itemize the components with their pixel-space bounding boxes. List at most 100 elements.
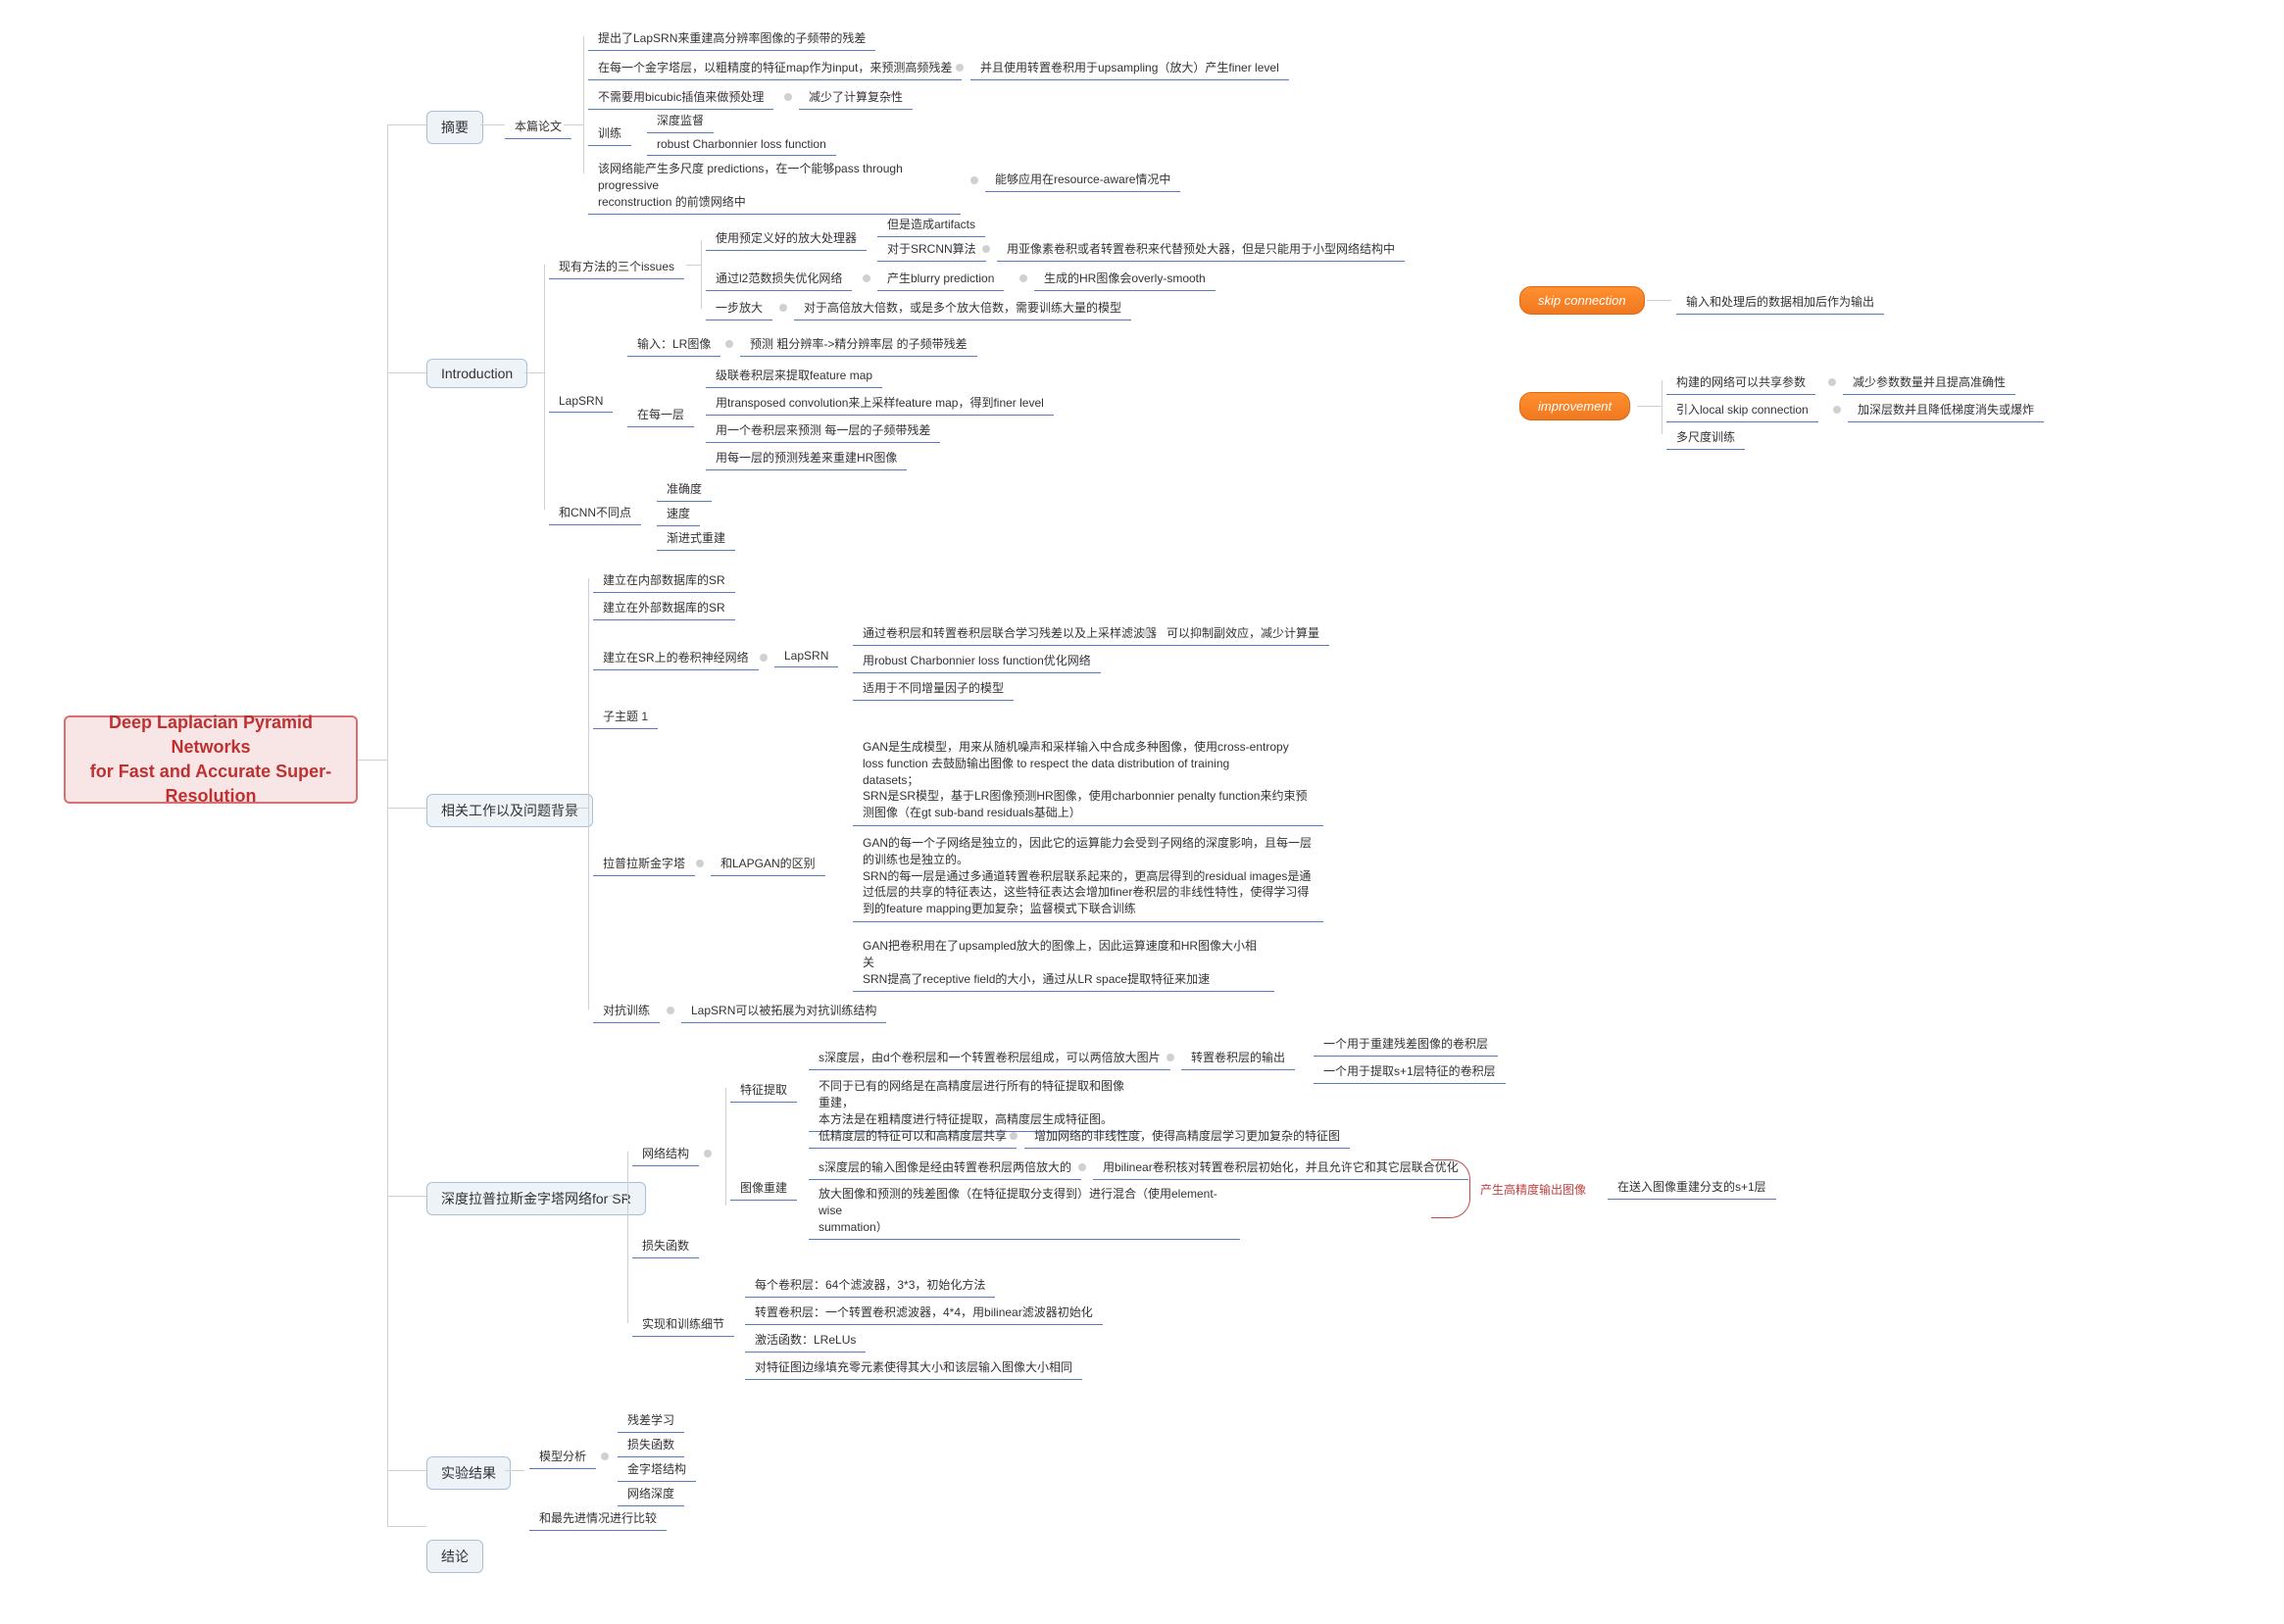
leaf[interactable]: LapSRN可以被拓展为对抗训练结构 bbox=[681, 1000, 886, 1023]
leaf[interactable]: 激活函数：LReLUs bbox=[745, 1329, 866, 1353]
leaf[interactable]: LapSRN bbox=[774, 647, 838, 667]
leaf[interactable]: 低精度层的特征可以和高精度层共享 bbox=[809, 1125, 1017, 1149]
leaf[interactable]: 减少了计算复杂性 bbox=[799, 86, 913, 110]
leaf[interactable]: 模型分析 bbox=[529, 1446, 596, 1469]
leaf[interactable]: 并且使用转置卷积用于upsampling（放大）产生finer level bbox=[970, 57, 1289, 80]
leaf[interactable]: GAN把卷积用在了upsampled放大的图像上，因此运算速度和HR图像大小相关… bbox=[853, 936, 1274, 992]
leaf[interactable]: 转置卷积层的输出 bbox=[1181, 1047, 1295, 1070]
t: LapSRN bbox=[784, 649, 828, 663]
leaf[interactable]: 可以抑制副效应，减少计算量 bbox=[1157, 622, 1329, 646]
leaf[interactable]: 多尺度训练 bbox=[1666, 426, 1745, 450]
label: 结论 bbox=[441, 1547, 469, 1566]
leaf[interactable]: 特征提取 bbox=[730, 1079, 797, 1103]
leaf[interactable]: 网络深度 bbox=[618, 1483, 684, 1506]
t: 输入：LR图像 bbox=[637, 337, 711, 351]
leaf[interactable]: 能够应用在resource-aware情况中 bbox=[985, 169, 1180, 192]
leaf[interactable]: 现有方法的三个issues bbox=[549, 256, 684, 279]
leaf[interactable]: 网络结构 bbox=[632, 1143, 699, 1166]
topic-deep[interactable]: 深度拉普拉斯金字塔网络for SR bbox=[426, 1182, 646, 1215]
leaf[interactable]: 一个用于提取s+1层特征的卷积层 bbox=[1314, 1060, 1506, 1084]
leaf[interactable]: 一个用于重建残差图像的卷积层 bbox=[1314, 1033, 1498, 1057]
leaf[interactable]: 引入local skip connection bbox=[1666, 399, 1818, 422]
leaf[interactable]: 生成的HR图像会overly-smooth bbox=[1034, 268, 1216, 291]
leaf[interactable]: 级联卷积层来提取feature map bbox=[706, 365, 882, 388]
topic-related[interactable]: 相关工作以及问题背景 bbox=[426, 794, 593, 827]
leaf[interactable]: 增加网络的非线性度，使得高精度层学习更加复杂的特征图 bbox=[1024, 1125, 1350, 1149]
leaf[interactable]: 构建的网络可以共享参数 bbox=[1666, 371, 1815, 395]
leaf[interactable]: 不同于已有的网络是在高精度层进行所有的特征提取和图像重建， 本方法是在粗精度进行… bbox=[809, 1076, 1142, 1132]
leaf[interactable]: 准确度 bbox=[657, 478, 712, 502]
leaf[interactable]: GAN的每一个子网络是独立的，因此它的运算能力会受到子网络的深度影响，且每一层 … bbox=[853, 833, 1323, 922]
leaf[interactable]: 实现和训练细节 bbox=[632, 1313, 734, 1337]
leaf[interactable]: 预测 粗分辨率->精分辨率层 的子频带残差 bbox=[740, 333, 977, 357]
leaf[interactable]: 残差学习 bbox=[618, 1409, 684, 1433]
topic-exp[interactable]: 实验结果 bbox=[426, 1456, 511, 1490]
leaf[interactable]: 一步放大 bbox=[706, 297, 772, 320]
leaf[interactable]: s深度层的输入图像是经由转置卷积层两倍放大的 bbox=[809, 1156, 1081, 1180]
leaf[interactable]: 提出了LapSRN来重建高分辨率图像的子频带的残差 bbox=[588, 27, 875, 51]
leaf[interactable]: 金字塔结构 bbox=[618, 1458, 696, 1482]
leaf[interactable]: s深度层，由d个卷积层和一个转置卷积层组成，可以两倍放大图片 bbox=[809, 1047, 1170, 1070]
leaf[interactable]: 和LAPGAN的区别 bbox=[711, 853, 825, 876]
leaf[interactable]: 放大图像和预测的残差图像（在特征提取分支得到）进行混合（使用element-wi… bbox=[809, 1184, 1240, 1240]
leaf[interactable]: GAN是生成模型，用来从随机噪声和采样输入中合成多种图像，使用cross-ent… bbox=[853, 737, 1323, 826]
leaf[interactable]: 和最先进情况进行比较 bbox=[529, 1507, 667, 1531]
leaf[interactable]: 通过l2范数损失优化网络 bbox=[706, 268, 852, 291]
leaf[interactable]: 该网络能产生多尺度 predictions，在一个能够pass through … bbox=[588, 159, 961, 215]
b bbox=[863, 274, 870, 282]
leaf[interactable]: 减少参数数量并且提高准确性 bbox=[1843, 371, 2015, 395]
leaf[interactable]: 输入：LR图像 bbox=[627, 333, 720, 357]
leaf[interactable]: 用一个卷积层来预测 每一层的子频带残差 bbox=[706, 419, 940, 443]
leaf[interactable]: 用每一层的预测残差来重建HR图像 bbox=[706, 447, 907, 470]
leaf[interactable]: 输入和处理后的数据相加后作为输出 bbox=[1676, 291, 1884, 315]
red-output[interactable]: 产生高精度输出图像 bbox=[1480, 1181, 1586, 1198]
leaf[interactable]: 用bilinear卷积核对转置卷积层初始化，并且允许它和其它层联合优化 bbox=[1093, 1156, 1468, 1180]
conn bbox=[564, 124, 583, 125]
root-node[interactable]: Deep Laplacian Pyramid Networks for Fast… bbox=[64, 715, 358, 804]
topic-conc[interactable]: 结论 bbox=[426, 1540, 483, 1573]
leaf[interactable]: 对特征图边缘填充零元素使得其大小和该层输入图像大小相同 bbox=[745, 1356, 1082, 1380]
leaf[interactable]: 适用于不同增量因子的模型 bbox=[853, 677, 1014, 701]
leaf[interactable]: 使用预定义好的放大处理器 bbox=[706, 227, 867, 251]
leaf[interactable]: 对抗训练 bbox=[593, 1000, 660, 1023]
t: 金字塔结构 bbox=[627, 1462, 686, 1476]
leaf[interactable]: 损失函数 bbox=[618, 1434, 684, 1457]
leaf[interactable]: 在每一个金字塔层，以粗精度的特征map作为input，来预测高频残差 bbox=[588, 57, 962, 80]
leaf[interactable]: 通过卷积层和转置卷积层联合学习残差以及上采样滤波器 bbox=[853, 622, 1167, 646]
leaf[interactable]: 用亚像素卷积或者转置卷积来代替预处大器，但是只能用于小型网络结构中 bbox=[997, 238, 1405, 262]
leaf[interactable]: 用transposed convolution来上采样feature map，得… bbox=[706, 392, 1054, 416]
leaf[interactable]: 对于高倍放大倍数，或是多个放大倍数，需要训练大量的模型 bbox=[794, 297, 1131, 320]
leaf[interactable]: 和CNN不同点 bbox=[549, 502, 641, 525]
topic-intro[interactable]: Introduction bbox=[426, 359, 527, 388]
leaf[interactable]: robust Charbonnier loss function bbox=[647, 135, 836, 156]
leaf[interactable]: 每个卷积层：64个滤波器，3*3，初始化方法 bbox=[745, 1274, 995, 1298]
bubble-skip[interactable]: skip connection bbox=[1519, 286, 1645, 315]
leaf[interactable]: 在每一层 bbox=[627, 404, 694, 427]
t: 在每一层 bbox=[637, 408, 684, 421]
conn bbox=[387, 1196, 426, 1197]
leaf[interactable]: 在送入图像重建分支的s+1层 bbox=[1608, 1176, 1776, 1200]
leaf[interactable]: 建立在内部数据库的SR bbox=[593, 569, 735, 593]
leaf[interactable]: 子主题 1 bbox=[593, 706, 658, 729]
leaf[interactable]: 用robust Charbonnier loss function优化网络 bbox=[853, 650, 1101, 673]
leaf[interactable]: 转置卷积层：一个转置卷积滤波器，4*4，用bilinear滤波器初始化 bbox=[745, 1302, 1103, 1325]
abstract-paper[interactable]: 本篇论文 bbox=[505, 116, 571, 139]
leaf[interactable]: 训练 bbox=[588, 123, 631, 146]
leaf[interactable]: 建立在SR上的卷积神经网络 bbox=[593, 647, 759, 670]
leaf[interactable]: 深度监督 bbox=[647, 110, 714, 133]
leaf[interactable]: 但是造成artifacts bbox=[877, 214, 985, 237]
leaf[interactable]: 产生blurry prediction bbox=[877, 268, 1004, 291]
leaf[interactable]: 不需要用bicubic插值来做预处理 bbox=[588, 86, 773, 110]
leaf[interactable]: 速度 bbox=[657, 503, 700, 526]
leaf[interactable]: 拉普拉斯金字塔 bbox=[593, 853, 695, 876]
bubble-improvement[interactable]: improvement bbox=[1519, 392, 1630, 420]
leaf[interactable]: LapSRN bbox=[549, 392, 613, 413]
leaf[interactable]: 加深层数并且降低梯度消失或爆炸 bbox=[1848, 399, 2044, 422]
leaf[interactable]: 渐进式重建 bbox=[657, 527, 735, 551]
leaf[interactable]: 对于SRCNN算法 bbox=[877, 238, 986, 262]
leaf[interactable]: 损失函数 bbox=[632, 1235, 699, 1258]
leaf[interactable]: 图像重建 bbox=[730, 1177, 797, 1201]
topic-abstract[interactable]: 摘要 bbox=[426, 111, 483, 144]
t: 减少参数数量并且提高准确性 bbox=[1853, 375, 2006, 389]
leaf[interactable]: 建立在外部数据库的SR bbox=[593, 597, 735, 620]
